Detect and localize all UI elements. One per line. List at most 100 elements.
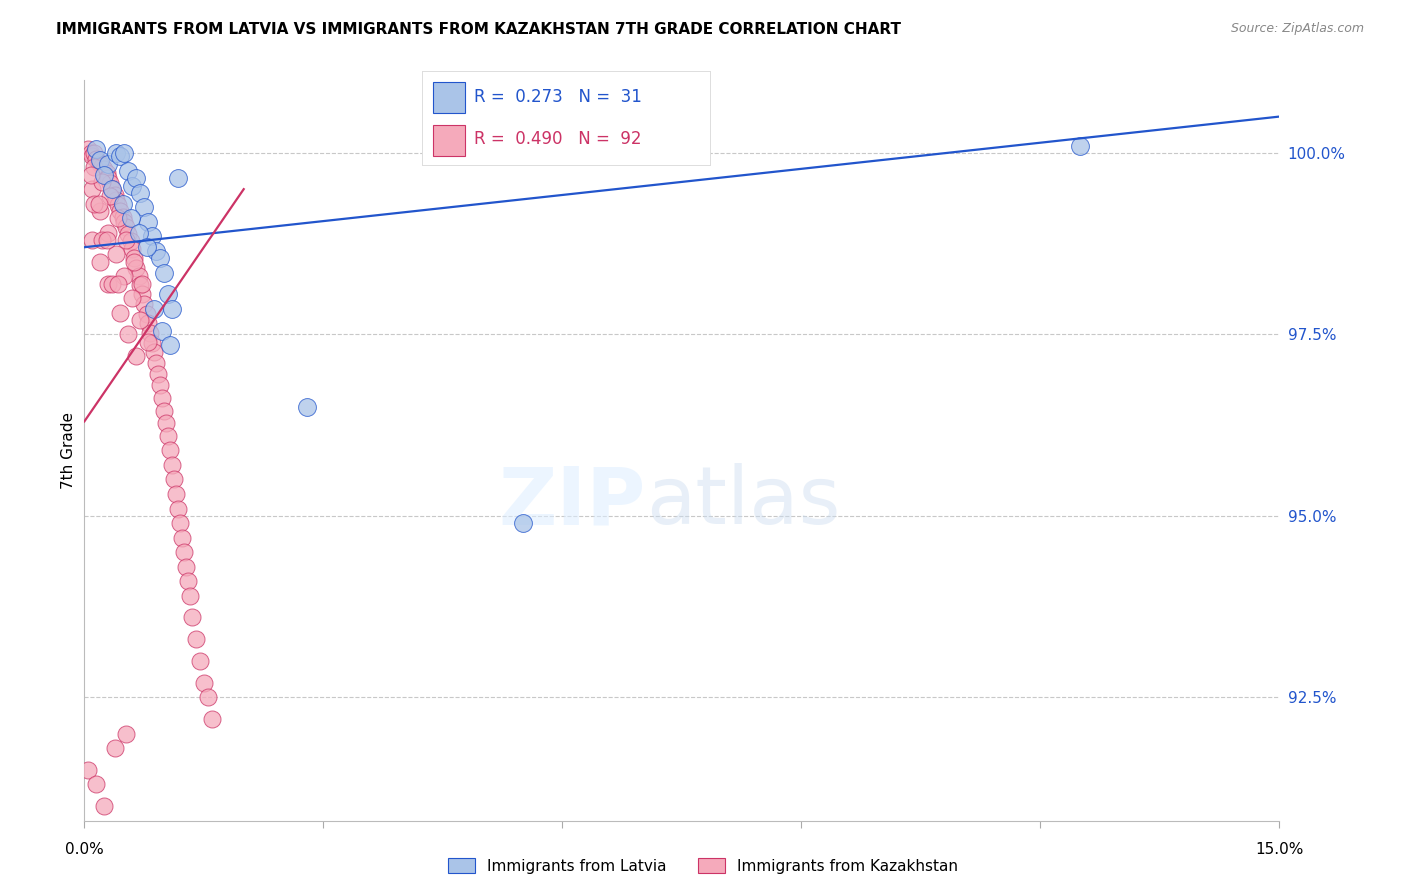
Point [112,269,135,284]
Point [86,777,108,791]
Point [188,654,211,668]
Point [110,149,132,163]
Point [162,473,184,487]
Point [197,690,219,705]
Point [120,235,142,249]
Point [129,186,152,200]
Point [145,244,167,258]
Point [136,215,159,229]
Point [149,251,172,265]
Point [170,531,193,545]
Point [114,233,136,247]
Point [97,277,120,291]
Point [181,610,204,624]
Point [129,313,152,327]
Point [82,182,104,196]
Point [112,215,135,229]
Point [136,334,159,349]
Point [297,400,319,414]
Point [105,247,128,261]
Point [173,545,195,559]
Point [1069,138,1091,153]
Point [101,182,124,196]
Point [131,277,153,291]
Point [87,196,110,211]
Point [80,145,103,160]
Point [97,226,120,240]
Point [86,142,108,156]
Point [83,145,105,160]
Point [146,368,169,382]
Point [80,168,103,182]
Point [128,226,150,240]
Text: 0.0%: 0.0% [65,842,104,857]
Point [153,403,176,417]
Point [153,266,176,280]
Point [101,182,124,196]
Point [90,159,112,173]
Point [89,157,111,171]
Point [125,349,148,363]
Point [179,589,201,603]
Legend: Immigrants from Latvia, Immigrants from Kazakhstan: Immigrants from Latvia, Immigrants from … [441,852,965,880]
Point [110,203,132,218]
Point [110,305,132,319]
Point [177,574,200,588]
Point [176,559,198,574]
Text: R =  0.490   N =  92: R = 0.490 N = 92 [474,130,641,148]
Point [104,741,127,756]
Point [135,240,157,254]
Point [114,219,136,234]
Point [98,177,121,191]
Point [93,168,115,182]
Point [157,287,180,301]
Point [107,198,129,212]
Point [111,196,134,211]
Point [96,166,118,180]
Point [145,356,167,370]
Point [93,161,115,176]
Text: Source: ZipAtlas.com: Source: ZipAtlas.com [1230,22,1364,36]
Text: IMMIGRANTS FROM LATVIA VS IMMIGRANTS FROM KAZAKHSTAN 7TH GRADE CORRELATION CHART: IMMIGRANTS FROM LATVIA VS IMMIGRANTS FRO… [56,22,901,37]
Point [105,193,128,207]
Point [159,443,181,458]
Point [89,254,111,268]
Point [165,487,187,501]
Point [129,277,152,292]
Point [77,763,100,777]
Point [131,287,153,301]
Point [143,345,166,359]
Point [138,326,160,340]
Y-axis label: 7th Grade: 7th Grade [60,412,76,489]
Point [149,378,172,392]
Point [135,307,157,321]
Point [122,254,145,268]
Point [82,149,104,163]
Point [152,391,174,405]
Point [117,164,139,178]
Point [160,458,183,472]
Point [121,242,143,256]
Bar [433,82,465,112]
Point [160,301,183,316]
Point [201,712,224,726]
Point [89,153,111,168]
Point [512,516,534,530]
Point [77,142,100,156]
Point [132,200,156,214]
Point [121,291,143,305]
Point [159,338,181,352]
Text: 15.0%: 15.0% [1256,842,1303,857]
Point [141,336,163,351]
Point [184,632,207,647]
Point [128,269,150,284]
Point [143,301,166,316]
Point [101,277,124,291]
Point [157,429,180,443]
Point [117,327,139,342]
Text: R =  0.273   N =  31: R = 0.273 N = 31 [474,88,641,106]
Point [136,317,159,331]
Point [107,211,129,226]
Point [121,178,143,193]
Point [125,260,148,275]
